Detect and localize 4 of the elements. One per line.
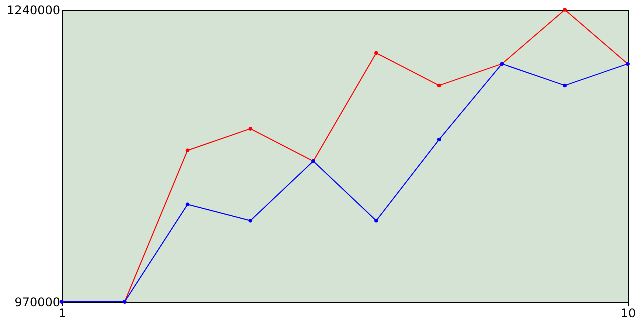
- y-tick-label: 970000: [14, 296, 60, 310]
- y-tick-label: 1240000: [7, 4, 60, 18]
- x-tick-label: 1: [58, 306, 66, 320]
- x-tick-label: 10: [620, 306, 636, 320]
